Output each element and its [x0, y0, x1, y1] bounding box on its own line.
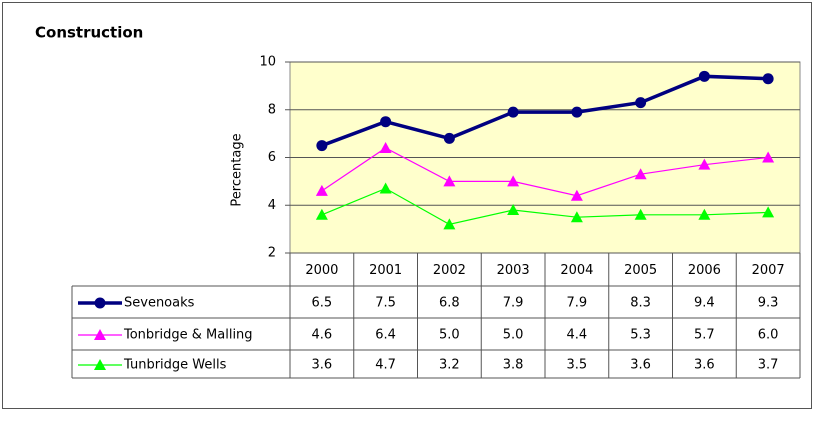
x-tick-label: 2000: [305, 263, 338, 278]
data-point: [698, 158, 711, 170]
x-tick-label: 2002: [433, 263, 466, 278]
data-point: [380, 116, 392, 128]
table-cell: 4.6: [312, 328, 333, 343]
y-tick-label: 2: [268, 246, 276, 261]
data-point: [443, 132, 455, 144]
y-axis-label: Percentage: [230, 133, 245, 206]
table-cell: 8.3: [630, 296, 651, 311]
data-point: [634, 168, 647, 180]
data-point: [762, 151, 775, 163]
x-tick-label: 2005: [624, 263, 657, 278]
data-point: [315, 184, 328, 196]
y-tick-label: 10: [259, 55, 276, 70]
y-tick-label: 8: [268, 102, 276, 117]
table-cell: 3.2: [439, 358, 460, 373]
table-cell: 6.4: [375, 328, 396, 343]
data-point: [698, 70, 710, 82]
x-tick-label: 2006: [688, 263, 721, 278]
data-point: [762, 73, 774, 85]
table-cell: 7.5: [375, 296, 396, 311]
y-tick-label: 6: [268, 150, 276, 165]
chart-title: Construction: [35, 24, 143, 42]
legend-marker: [94, 297, 106, 309]
data-point: [443, 175, 456, 187]
x-tick-label: 2003: [497, 263, 530, 278]
table-cell: 9.3: [758, 296, 779, 311]
data-point: [698, 208, 711, 220]
data-point: [634, 208, 647, 220]
table-cell: 6.5: [312, 296, 333, 311]
data-point: [507, 204, 520, 216]
x-tick-label: 2004: [560, 263, 593, 278]
data-point: [379, 141, 392, 153]
legend-label: Tonbridge & Malling: [123, 328, 253, 343]
table-cell: 7.9: [503, 296, 524, 311]
series-line: [321, 187, 769, 225]
data-point: [635, 97, 647, 109]
table-cell: 3.6: [694, 358, 715, 373]
data-point: [316, 140, 328, 152]
table-cell: 3.6: [312, 358, 333, 373]
data-point: [507, 106, 519, 118]
y-tick-label: 4: [268, 198, 276, 213]
data-point: [315, 208, 328, 220]
table-cell: 3.6: [630, 358, 651, 373]
legend-label: Sevenoaks: [124, 296, 195, 311]
legend-marker: [94, 359, 106, 370]
data-point: [570, 211, 583, 223]
table-cell: 5.0: [439, 328, 460, 343]
table-cell: 4.4: [567, 328, 588, 343]
data-point: [762, 206, 775, 218]
table-cell: 3.7: [758, 358, 779, 373]
legend-marker: [94, 329, 106, 340]
table-cell: 9.4: [694, 296, 715, 311]
x-tick-label: 2007: [752, 263, 785, 278]
x-tick-label: 2001: [369, 263, 402, 278]
data-point: [443, 218, 456, 230]
data-point: [507, 175, 520, 187]
table-cell: 5.7: [694, 328, 715, 343]
data-point: [571, 106, 583, 118]
table-cell: 6.8: [439, 296, 460, 311]
table-cell: 4.7: [375, 358, 396, 373]
table-cell: 5.0: [503, 328, 524, 343]
table-cell: 5.3: [630, 328, 651, 343]
table-cell: 7.9: [567, 296, 588, 311]
table-cell: 3.8: [503, 358, 524, 373]
data-point: [570, 189, 583, 201]
table-cell: 6.0: [758, 328, 779, 343]
data-point: [379, 182, 392, 194]
series-line: [321, 74, 769, 148]
table-cell: 3.5: [567, 358, 588, 373]
series-line: [321, 147, 769, 197]
legend-label: Tunbridge Wells: [123, 358, 227, 373]
